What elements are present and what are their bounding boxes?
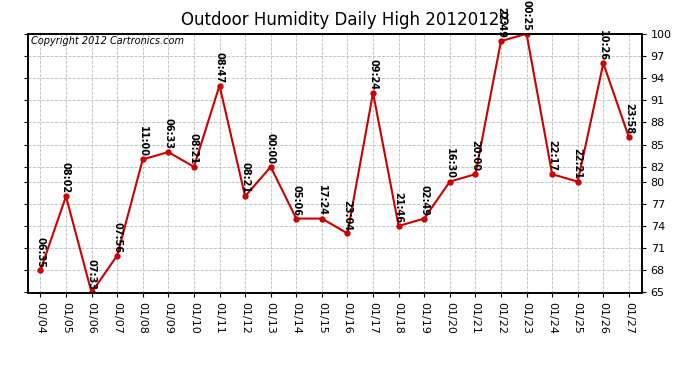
Text: 20:00: 20:00 <box>471 140 480 171</box>
Text: 07:33: 07:33 <box>86 259 97 290</box>
Text: 22:17: 22:17 <box>547 140 557 171</box>
Text: 06:33: 06:33 <box>164 118 173 149</box>
Text: 06:35: 06:35 <box>35 237 46 267</box>
Text: 11:00: 11:00 <box>138 126 148 157</box>
Text: 10:26: 10:26 <box>598 30 609 60</box>
Text: 05:06: 05:06 <box>291 185 302 216</box>
Text: 02:49: 02:49 <box>420 185 429 216</box>
Text: Copyright 2012 Cartronics.com: Copyright 2012 Cartronics.com <box>30 36 184 46</box>
Text: 00:25: 00:25 <box>522 0 531 31</box>
Text: 00:00: 00:00 <box>266 133 276 164</box>
Text: 22:21: 22:21 <box>573 148 583 179</box>
Text: 21:46: 21:46 <box>393 192 404 223</box>
Text: 08:21: 08:21 <box>240 162 250 194</box>
Text: 17:24: 17:24 <box>317 185 327 216</box>
Text: 23:04: 23:04 <box>342 200 353 231</box>
Text: 07:56: 07:56 <box>112 222 122 253</box>
Text: 22:49: 22:49 <box>496 8 506 38</box>
Text: Outdoor Humidity Daily High 20120128: Outdoor Humidity Daily High 20120128 <box>181 11 509 29</box>
Text: 09:24: 09:24 <box>368 59 378 90</box>
Text: 08:47: 08:47 <box>215 52 224 83</box>
Text: 23:58: 23:58 <box>624 104 634 135</box>
Text: 08:02: 08:02 <box>61 162 71 194</box>
Text: 08:21: 08:21 <box>189 133 199 164</box>
Text: 16:30: 16:30 <box>445 148 455 179</box>
